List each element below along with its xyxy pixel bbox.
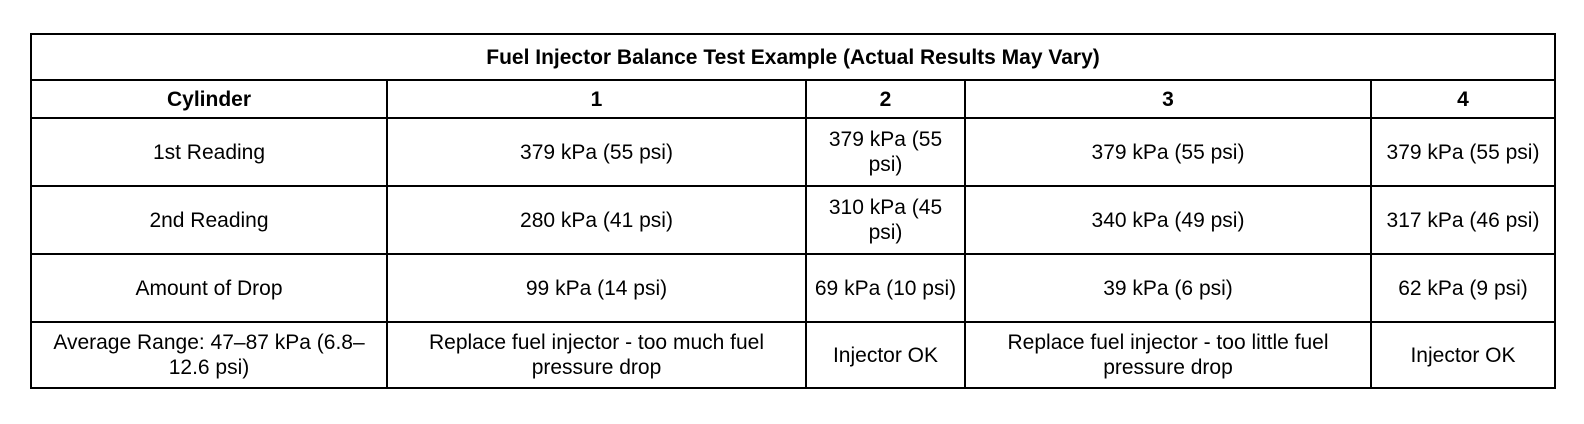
fuel-injector-balance-table: Fuel Injector Balance Test Example (Actu…	[30, 33, 1556, 389]
table-cell: Injector OK	[1370, 321, 1556, 389]
table-header-row: Cylinder 1 2 3 4	[30, 79, 1556, 119]
table-cell: 379 kPa (55 psi)	[964, 117, 1372, 187]
row-label: Average Range: 47–87 kPa (6.8–12.6 psi)	[30, 321, 388, 389]
column-header-2: 2	[805, 79, 966, 119]
table-row-2nd-reading: 2nd Reading 280 kPa (41 psi) 310 kPa (45…	[30, 185, 1556, 255]
column-header-3: 3	[964, 79, 1372, 119]
table-cell: 310 kPa (45 psi)	[805, 185, 966, 255]
row-label: 1st Reading	[30, 117, 388, 187]
table-cell: 379 kPa (55 psi)	[1370, 117, 1556, 187]
table-cell: Replace fuel injector - too much fuel pr…	[386, 321, 807, 389]
document-page: Fuel Injector Balance Test Example (Actu…	[30, 33, 1556, 389]
table-cell: 62 kPa (9 psi)	[1370, 253, 1556, 323]
table-row-1st-reading: 1st Reading 379 kPa (55 psi) 379 kPa (55…	[30, 117, 1556, 187]
table-cell: 317 kPa (46 psi)	[1370, 185, 1556, 255]
table-cell: Replace fuel injector - too little fuel …	[964, 321, 1372, 389]
table-cell: 379 kPa (55 psi)	[386, 117, 807, 187]
table-row-amount-of-drop: Amount of Drop 99 kPa (14 psi) 69 kPa (1…	[30, 253, 1556, 323]
table-cell: 340 kPa (49 psi)	[964, 185, 1372, 255]
table-cell: 280 kPa (41 psi)	[386, 185, 807, 255]
table-title-row: Fuel Injector Balance Test Example (Actu…	[30, 33, 1556, 81]
column-header-1: 1	[386, 79, 807, 119]
table-title: Fuel Injector Balance Test Example (Actu…	[30, 33, 1556, 81]
column-header-cylinder: Cylinder	[30, 79, 388, 119]
row-label: 2nd Reading	[30, 185, 388, 255]
table-row-average-range: Average Range: 47–87 kPa (6.8–12.6 psi) …	[30, 321, 1556, 389]
column-header-4: 4	[1370, 79, 1556, 119]
row-label: Amount of Drop	[30, 253, 388, 323]
table-cell: Injector OK	[805, 321, 966, 389]
table-cell: 39 kPa (6 psi)	[964, 253, 1372, 323]
table-cell: 379 kPa (55 psi)	[805, 117, 966, 187]
table-cell: 99 kPa (14 psi)	[386, 253, 807, 323]
table-cell: 69 kPa (10 psi)	[805, 253, 966, 323]
